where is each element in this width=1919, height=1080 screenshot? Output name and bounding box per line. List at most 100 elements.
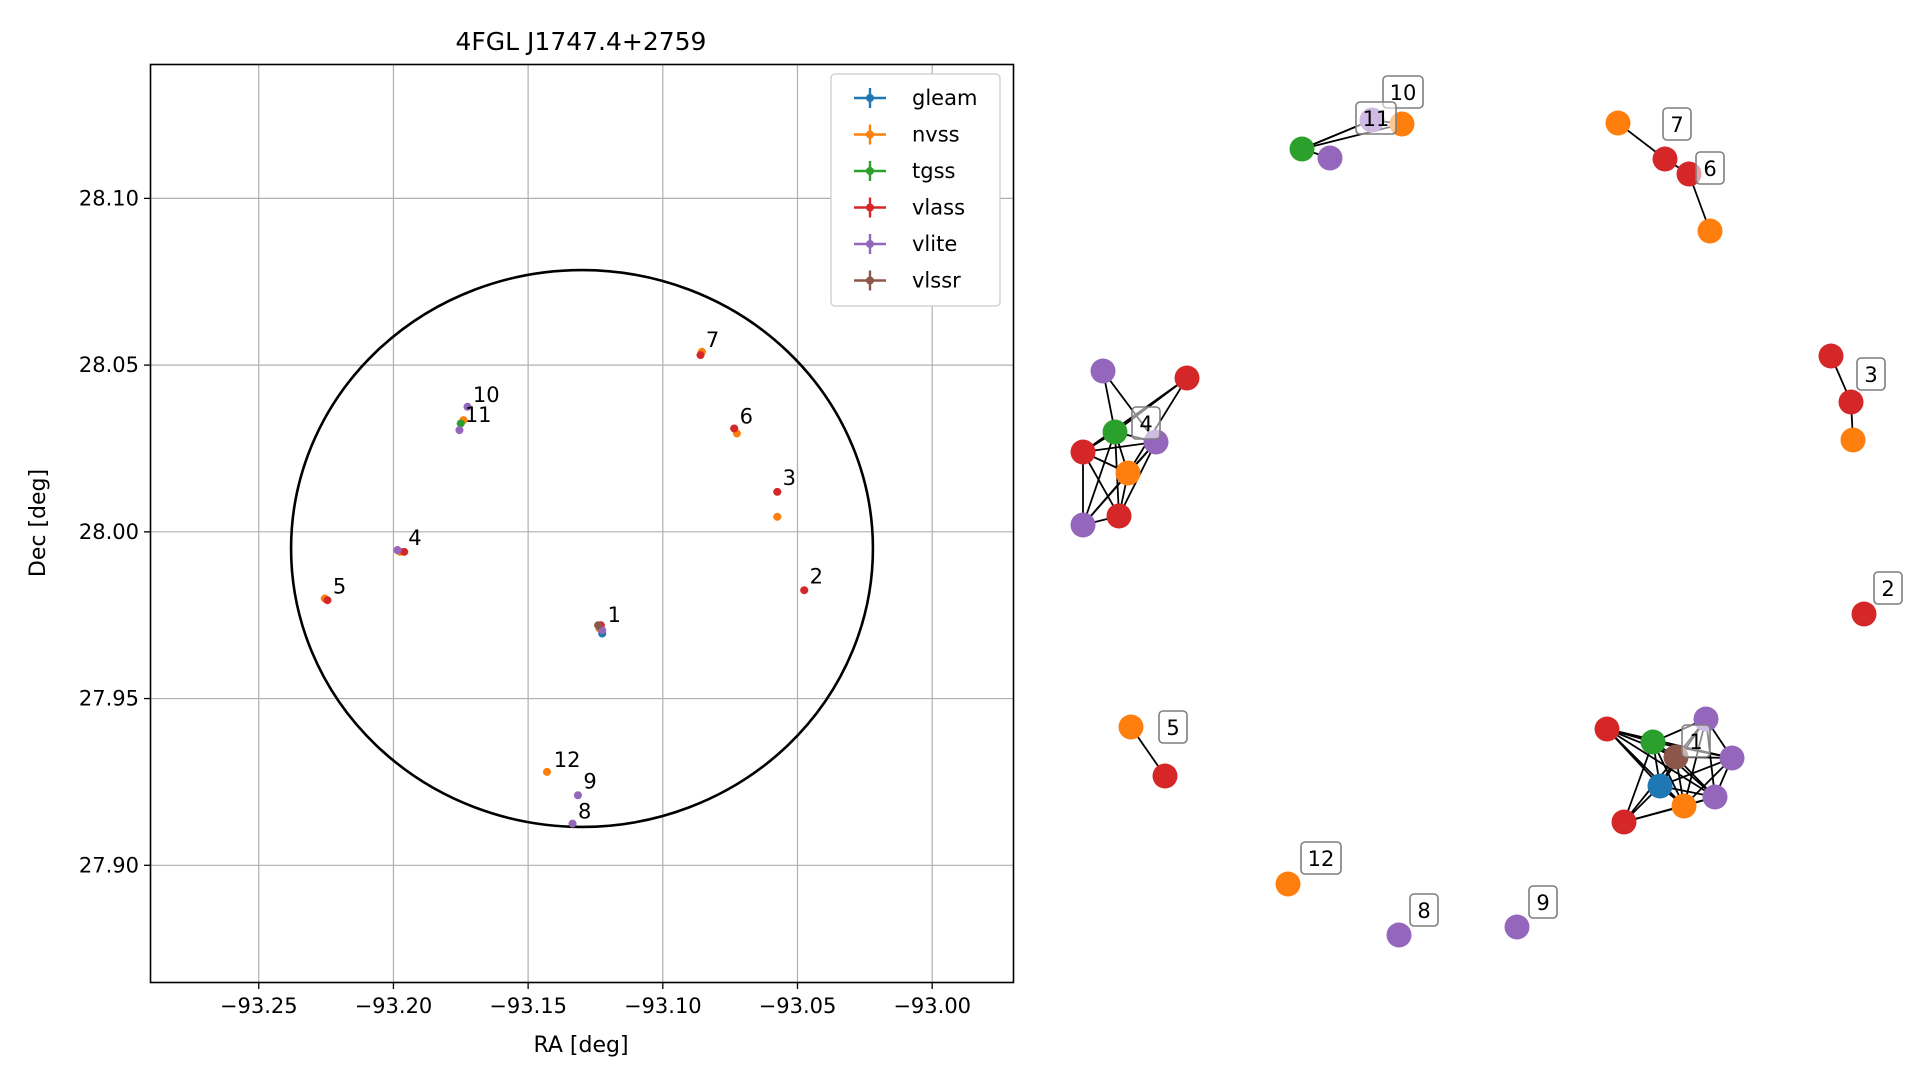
network-node <box>1838 389 1864 415</box>
network-label: 6 <box>1703 157 1716 181</box>
legend: gleam nvss tgss vlass vlite vlssr <box>830 73 1001 307</box>
network-label: 1 <box>1689 730 1702 754</box>
network-label: 2 <box>1881 577 1894 601</box>
network-node <box>1106 503 1132 529</box>
legend-dot-nvss <box>866 130 874 139</box>
network-label: 3 <box>1864 363 1877 387</box>
network-label: 8 <box>1417 899 1430 923</box>
network-node <box>1090 358 1116 384</box>
point-vlite <box>393 546 402 555</box>
point-label: 9 <box>583 770 596 794</box>
x-tick-labels: −93.25 −93.20 −93.15 −93.10 −93.05 −93.00 <box>220 982 971 1018</box>
network-edge <box>1652 741 1716 798</box>
network-label: 5 <box>1166 716 1179 740</box>
plot-frame <box>149 63 1015 984</box>
point-label: 4 <box>408 526 421 550</box>
legend-dot-vlass <box>866 203 874 212</box>
network-node <box>1605 110 1631 136</box>
network-node <box>1504 914 1530 940</box>
legend-label-vlssr: vlssr <box>912 269 961 293</box>
point-vlssr <box>594 621 603 630</box>
y-tick-label: 27.95 <box>79 687 139 711</box>
x-tick-label: −93.10 <box>624 994 702 1018</box>
network-label-box <box>1662 107 1692 141</box>
network-node <box>1851 601 1877 627</box>
association-circle <box>289 268 875 829</box>
point-vlite <box>455 426 464 435</box>
network-node <box>1386 922 1412 948</box>
network-label-box <box>1681 724 1711 758</box>
network-edge <box>1623 796 1716 823</box>
y-tick-label: 27.90 <box>79 853 139 877</box>
point-vlite <box>463 402 472 411</box>
point-label: 3 <box>783 466 796 490</box>
network-node <box>1611 809 1637 835</box>
network-label: 12 <box>1308 847 1335 871</box>
point-vlass <box>696 351 705 360</box>
network-label-box <box>1158 710 1188 744</box>
legend-label-nvss: nvss <box>912 123 960 147</box>
y-axis-label: Dec [deg] <box>26 469 51 577</box>
network-node <box>1840 427 1866 453</box>
legend-label-vlite: vlite <box>912 232 957 256</box>
x-tick-label: −93.20 <box>355 994 433 1018</box>
legend-label-tgss: tgss <box>912 159 955 183</box>
network-node <box>1317 145 1343 171</box>
point-label: 12 <box>554 748 581 772</box>
network-label-box <box>1300 841 1342 875</box>
point-vlass <box>773 487 782 496</box>
network-node <box>1070 512 1096 538</box>
point-label: 1 <box>608 603 621 627</box>
point-vlass <box>323 596 332 605</box>
network-edge <box>1606 728 1685 807</box>
network-label: 9 <box>1536 891 1549 915</box>
point-tgss <box>456 419 465 428</box>
network-label-box <box>1131 406 1161 440</box>
network-edge <box>1659 757 1733 787</box>
network-label: 7 <box>1670 113 1683 137</box>
point-label: 5 <box>333 575 346 599</box>
network-label-box <box>1409 893 1439 927</box>
network-label-box <box>1382 75 1424 109</box>
network-node <box>1118 714 1144 740</box>
network-node <box>1702 784 1728 810</box>
point-vlass <box>800 586 809 595</box>
point-vlite <box>573 791 582 800</box>
network-edge <box>1606 728 1716 798</box>
legend-dot-gleam <box>866 94 874 102</box>
y-tick-labels: 27.90 27.95 28.00 28.05 28.10 <box>79 186 151 877</box>
network-node <box>1174 365 1200 391</box>
network-node <box>1647 773 1673 799</box>
network-node <box>1697 218 1723 244</box>
network-node <box>1289 136 1315 162</box>
network-label: 11 <box>1363 107 1390 131</box>
chart-title: 4FGL J1747.4+2759 <box>456 27 707 56</box>
point-label: 6 <box>740 404 753 428</box>
network-label-box <box>1355 101 1397 135</box>
network-node <box>1102 419 1128 445</box>
point-vlass <box>730 424 739 433</box>
network-node <box>1152 763 1178 789</box>
legend-box <box>830 73 1001 307</box>
x-tick-label: −93.00 <box>893 994 971 1018</box>
network-node <box>1652 146 1678 172</box>
network-label: 10 <box>1390 81 1417 105</box>
network-label-box <box>1873 571 1903 605</box>
network-node <box>1818 343 1844 369</box>
point-label: 7 <box>706 328 719 352</box>
x-axis-label: RA [deg] <box>533 1033 628 1058</box>
point-label: 8 <box>578 800 591 824</box>
y-tick-label: 28.05 <box>79 353 139 377</box>
point-vlite <box>568 819 577 828</box>
x-tick-label: −93.25 <box>220 994 298 1018</box>
network-edge <box>1623 741 1654 823</box>
network-node <box>1719 745 1745 771</box>
network-node <box>1640 729 1666 755</box>
network-edges <box>1082 119 1854 823</box>
point-nvss <box>773 512 782 521</box>
x-tick-label: −93.05 <box>759 994 837 1018</box>
